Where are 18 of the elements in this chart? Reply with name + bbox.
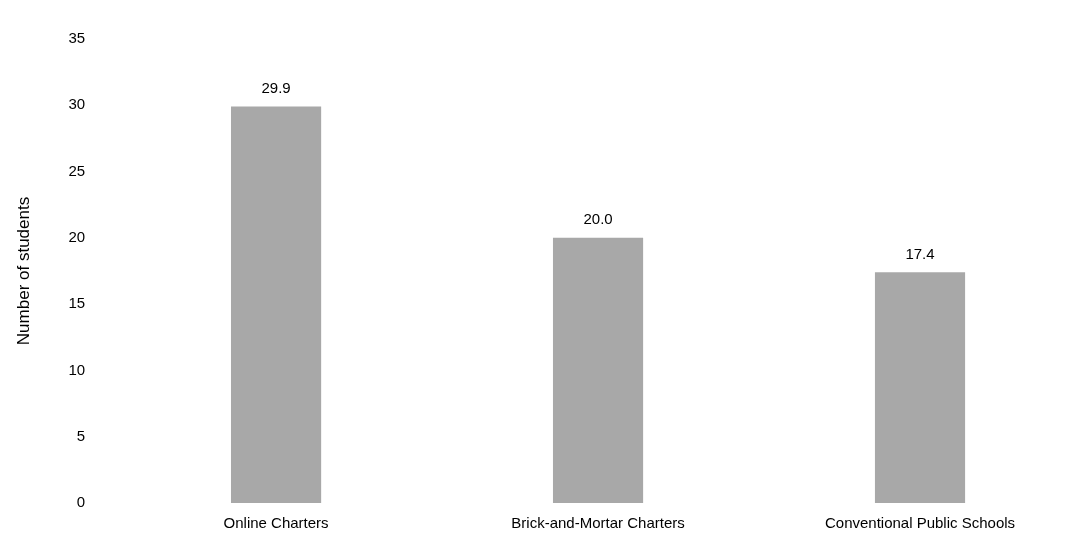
- bar: [552, 237, 644, 503]
- y-tick-label: 35: [68, 29, 86, 47]
- bar: [230, 106, 322, 503]
- y-tick-label: 30: [68, 95, 86, 113]
- x-tick-label: Brick-and-Mortar Charters: [511, 514, 685, 532]
- bar: [874, 272, 966, 503]
- x-tick-label: Conventional Public Schools: [824, 514, 1016, 532]
- data-label: 17.4: [905, 244, 935, 262]
- y-axis-title: Number of students: [13, 196, 33, 346]
- x-tick-label: Online Charters: [223, 514, 329, 532]
- y-tick-label: 20: [68, 228, 86, 245]
- y-tick-label: 10: [68, 360, 86, 378]
- data-label: 20.0: [583, 210, 613, 228]
- y-tick-label: 0: [76, 493, 86, 511]
- y-tick-label: 25: [68, 161, 86, 179]
- data-label: 29.9: [261, 79, 291, 97]
- y-tick-label: 15: [68, 294, 86, 312]
- y-tick-label: 5: [76, 426, 86, 444]
